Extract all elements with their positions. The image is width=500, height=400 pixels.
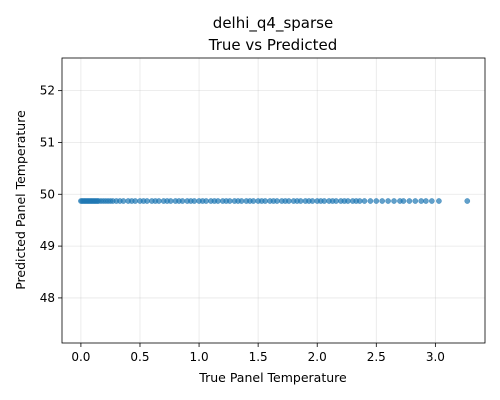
- y-tick-label: 48: [40, 291, 55, 305]
- scatter-point: [333, 198, 339, 204]
- x-tick-label: 2.5: [367, 350, 386, 364]
- scatter-point: [436, 198, 442, 204]
- scatter-point: [367, 198, 374, 204]
- scatter-point: [361, 198, 368, 204]
- y-tick-label: 50: [40, 187, 55, 201]
- scatter-point: [238, 198, 245, 204]
- scatter-point: [167, 198, 174, 204]
- chart-title: delhi_q4_sparse: [213, 14, 333, 33]
- scatter-point: [356, 198, 363, 204]
- scatter-point: [373, 198, 380, 204]
- scatter-point: [428, 198, 435, 204]
- scatter-point: [179, 198, 186, 204]
- scatter-point: [464, 198, 471, 204]
- x-tick-label: 1.0: [190, 350, 209, 364]
- scatter-point: [262, 198, 269, 204]
- y-axis: 48 49 50 51 52: [40, 84, 62, 305]
- x-tick-label: 0.0: [71, 350, 90, 364]
- x-axis-label: True Panel Temperature: [198, 370, 347, 385]
- scatter-point: [274, 198, 280, 204]
- x-tick-label: 1.5: [249, 350, 268, 364]
- scatter-point: [156, 198, 162, 204]
- scatter-point: [345, 198, 351, 204]
- scatter-point: [132, 198, 139, 204]
- scatter-point: [385, 198, 391, 204]
- scatter-point: [120, 198, 127, 204]
- x-tick-label: 0.5: [130, 350, 149, 364]
- y-tick-label: 51: [40, 135, 55, 149]
- x-axis: 0.0 0.5 1.0 1.5 2.0 2.5 3.0: [71, 343, 445, 364]
- scatter-point: [418, 198, 425, 204]
- scatter-point: [412, 198, 419, 204]
- scatter-point: [309, 198, 316, 204]
- data-points: [78, 198, 471, 204]
- scatter-point: [286, 198, 292, 204]
- chart-subtitle: True vs Predicted: [208, 36, 338, 54]
- y-tick-label: 49: [40, 239, 55, 253]
- scatter-point: [400, 198, 407, 204]
- scatter-point: [406, 198, 413, 204]
- scatter-point: [250, 198, 257, 204]
- y-tick-label: 52: [40, 84, 55, 98]
- scatter-point: [144, 198, 150, 204]
- x-tick-label: 3.0: [426, 350, 445, 364]
- scatter-point: [191, 198, 198, 204]
- y-axis-label: Predicted Panel Temperature: [13, 110, 28, 290]
- scatter-point: [379, 198, 386, 204]
- plot-frame: [61, 57, 486, 344]
- scatter-point: [215, 198, 221, 204]
- scatter-point: [321, 198, 328, 204]
- scatter-point: [297, 198, 304, 204]
- scatter-point: [423, 198, 429, 204]
- x-tick-label: 2.0: [308, 350, 327, 364]
- scatter-point: [203, 198, 210, 204]
- scatter-point: [226, 198, 233, 204]
- scatter-point: [391, 198, 397, 204]
